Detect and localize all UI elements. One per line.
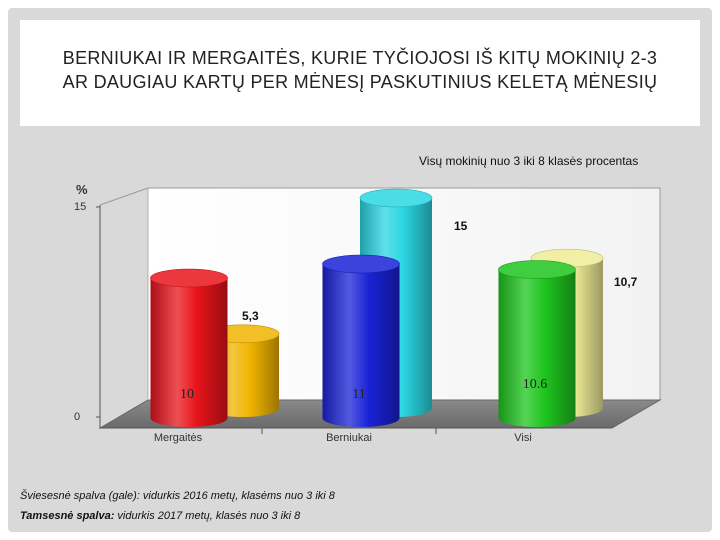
- note-light-color: Šviesesnė spalva (gale): vidurkis 2016 m…: [20, 490, 335, 502]
- chart-subtitle: Visų mokinių nuo 3 iki 8 klasės procenta…: [419, 154, 638, 168]
- bar-front-1-top: [322, 254, 400, 274]
- note-dark-lead: Tamsesnė spalva:: [20, 510, 115, 522]
- data-label-back: 10,7: [614, 275, 638, 289]
- y-axis: 0 15% Mergaitės Berniukai Visi: [74, 182, 532, 444]
- bar-front-2-top: [498, 260, 576, 279]
- bar-front-2-body: [498, 269, 576, 428]
- y-tick-label: 0: [74, 411, 80, 423]
- bar-front-2: [498, 260, 576, 428]
- bar-front-0-body: [150, 278, 228, 428]
- chart-title: BERNIUKAI IR MERGAITĖS, KURIE TYČIOJOSI …: [62, 48, 658, 92]
- bar-front-0: [150, 268, 228, 428]
- x-tick-label: Berniukai: [326, 432, 372, 444]
- bar-back-1-top: [359, 188, 433, 208]
- bars-layer: [150, 188, 604, 428]
- data-label-back: 5,3: [242, 309, 259, 323]
- y-tick-label: 15: [74, 201, 86, 213]
- data-label-back: 15: [454, 219, 468, 233]
- note-dark-color: Tamsesnė spalva: vidurkis 2017 metų, kla…: [20, 510, 300, 522]
- y-axis-label: %: [76, 182, 88, 197]
- note-dark-text: vidurkis 2017 metų, klasės nuo 3 iki 8: [114, 510, 301, 522]
- note-light-text: Šviesesnė spalva (gale): vidurkis 2016 m…: [20, 490, 335, 502]
- data-label-front: 11: [352, 387, 365, 402]
- data-label-front: 10.6: [523, 377, 548, 392]
- x-tick-label: Mergaitės: [154, 432, 203, 444]
- labels-layer: 5,3 15 10,7 10 11 10.6: [180, 219, 638, 402]
- x-tick-label: Visi: [514, 432, 532, 444]
- bar-front-0-top: [150, 268, 228, 288]
- data-label-front: 10: [180, 387, 194, 402]
- bar-front-1: [322, 254, 400, 428]
- title-box: BERNIUKAI IR MERGAITĖS, KURIE TYČIOJOSI …: [20, 20, 700, 126]
- side-wall-top-edge: [99, 187, 149, 206]
- bar-front-1-body: [322, 264, 400, 428]
